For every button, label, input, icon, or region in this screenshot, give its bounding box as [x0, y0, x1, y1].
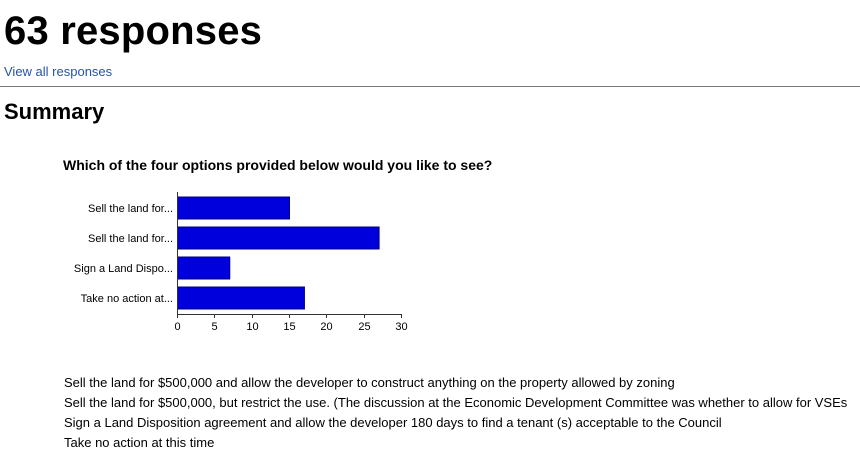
x-tick-label-5: 5	[211, 321, 217, 333]
category-label-4: Take no action at...	[81, 293, 173, 305]
responses-bar-chart: Sell the land for... Sell the land for...…	[74, 192, 408, 333]
answer-options-list: Sell the land for $500,000 and allow the…	[64, 373, 860, 453]
page-title: 63 responses	[4, 9, 263, 53]
answer-option-2: Sell the land for $500,000, but restrict…	[64, 395, 848, 410]
summary-heading: Summary	[4, 99, 105, 124]
x-tick-label-15: 15	[283, 321, 295, 333]
answer-option-3: Sign a Land Disposition agreement and al…	[64, 415, 722, 430]
view-all-responses-link[interactable]: View all responses	[4, 64, 113, 79]
answer-option-4: Take no action at this time	[64, 435, 215, 450]
bar-1	[177, 196, 290, 220]
bar-3	[177, 256, 231, 280]
x-tick-label-0: 0	[174, 321, 180, 333]
x-tick-label-10: 10	[246, 321, 258, 333]
answer-option-1: Sell the land for $500,000 and allow the…	[64, 375, 675, 390]
x-tick-label-20: 20	[320, 321, 332, 333]
bar-4	[177, 286, 305, 310]
x-tick-label-30: 30	[395, 321, 407, 333]
category-label-3: Sign a Land Dispo...	[74, 263, 173, 275]
question-title: Which of the four options provided below…	[63, 157, 493, 173]
header-divider	[0, 86, 860, 87]
bar-2	[177, 226, 380, 250]
category-label-2: Sell the land for...	[88, 233, 173, 245]
x-tick-label-25: 25	[358, 321, 370, 333]
category-label-1: Sell the land for...	[88, 203, 173, 215]
